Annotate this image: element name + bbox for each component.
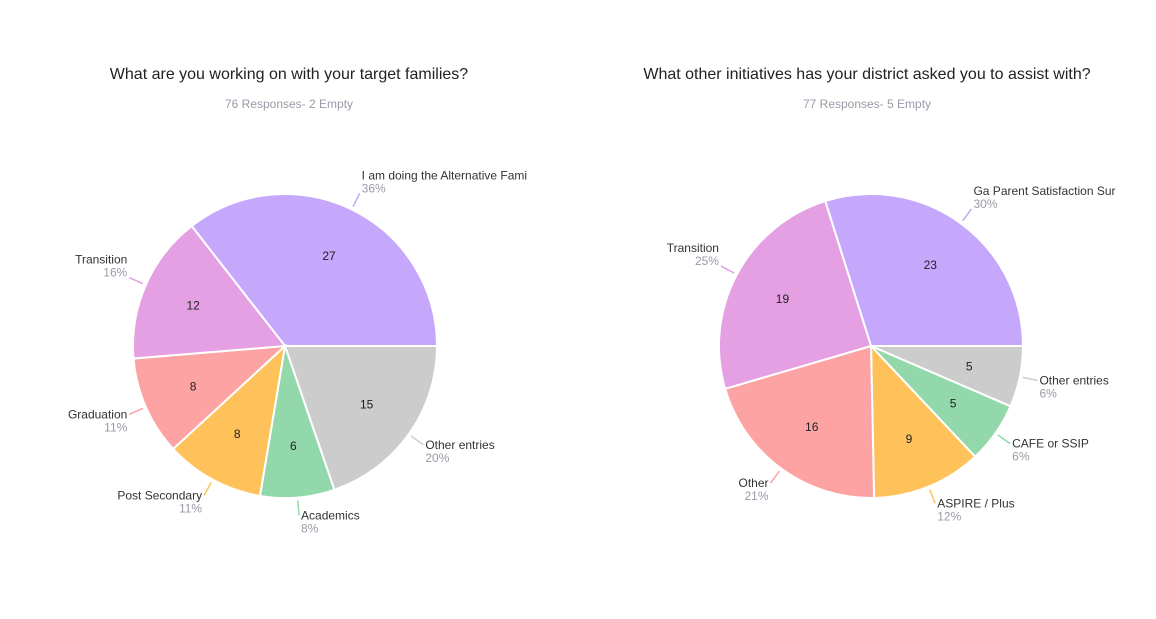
pie-slice — [132, 344, 288, 451]
slice-value-label: 5 — [950, 397, 957, 411]
chart-subtitle: 77 Responses- 5 Empty — [802, 97, 932, 111]
leader-line — [997, 434, 1011, 445]
slice-value-label: 27 — [322, 249, 336, 263]
slice-category-label: Post Secondary — [117, 489, 202, 503]
leader-line — [297, 500, 300, 516]
leader-line — [928, 489, 936, 504]
slice-category-label: Academics — [301, 508, 360, 522]
leader-line — [769, 470, 780, 484]
pie-slice — [723, 344, 876, 499]
slice-category-label: I am doing the Alternative Fami — [362, 168, 527, 182]
slice-percent-label: 8% — [301, 521, 319, 535]
slice-category-label: CAFE or SSIP — [1012, 437, 1089, 451]
slice-category-label: ASPIRE / Plus — [937, 496, 1014, 510]
slice-percent-label: 12% — [937, 509, 961, 523]
slice-value-label: 16 — [805, 420, 819, 434]
slice-percent-label: 6% — [1012, 450, 1030, 464]
slice-category-label: Other entries — [1039, 373, 1108, 387]
pie-slice — [132, 224, 287, 360]
slice-category-label: Other entries — [425, 438, 494, 452]
leader-line — [203, 481, 212, 496]
slice-category-label: Ga Parent Satisfaction Sur — [973, 184, 1115, 198]
slice-category-label: Other — [739, 476, 769, 490]
slice-value-label: 5 — [966, 359, 973, 373]
leader-line — [129, 277, 144, 285]
chart-panel-right: What other initiatives has your district… — [578, 0, 1156, 619]
slice-value-label: 6 — [290, 439, 297, 453]
slice-category-label: Transition — [75, 253, 127, 267]
slice-value-label: 8 — [234, 427, 241, 441]
slice-percent-label: 25% — [695, 254, 719, 268]
chart-title: What are you working on with your target… — [109, 66, 469, 83]
leader-line — [410, 435, 424, 446]
slice-value-label: 19 — [776, 292, 790, 306]
slice-percent-label: 6% — [1039, 386, 1057, 400]
slice-category-label: Graduation — [68, 407, 127, 421]
slice-value-label: 15 — [360, 397, 374, 411]
slice-value-label: 12 — [186, 299, 200, 313]
pie-slice — [718, 199, 873, 391]
leader-line — [129, 407, 144, 415]
slice-percent-label: 11% — [104, 420, 127, 434]
slice-percent-label: 21% — [744, 489, 768, 503]
slice-value-label: 8 — [190, 379, 197, 393]
slice-percent-label: 11% — [179, 502, 202, 516]
slice-value-label: 23 — [924, 258, 938, 272]
slice-value-label: 9 — [906, 432, 913, 446]
chart-panel-left: What are you working on with your target… — [68, 66, 527, 535]
slice-percent-label: 20% — [425, 451, 449, 465]
pie-slice — [171, 343, 287, 498]
slice-percent-label: 36% — [362, 181, 386, 195]
leader-line — [1022, 376, 1038, 382]
leader-line — [352, 192, 361, 208]
pie-slice — [823, 193, 1025, 347]
chart-subtitle: 76 Responses- 2 Empty — [224, 97, 354, 111]
leader-line — [962, 208, 973, 222]
leader-line — [720, 265, 735, 274]
slice-category-label: Transition — [667, 241, 719, 255]
pie-slice — [190, 193, 439, 347]
chart-title: What other initiatives has your district… — [643, 66, 1091, 83]
pie-slice — [869, 343, 977, 499]
slice-percent-label: 16% — [103, 266, 127, 280]
slice-percent-label: 30% — [973, 197, 997, 211]
